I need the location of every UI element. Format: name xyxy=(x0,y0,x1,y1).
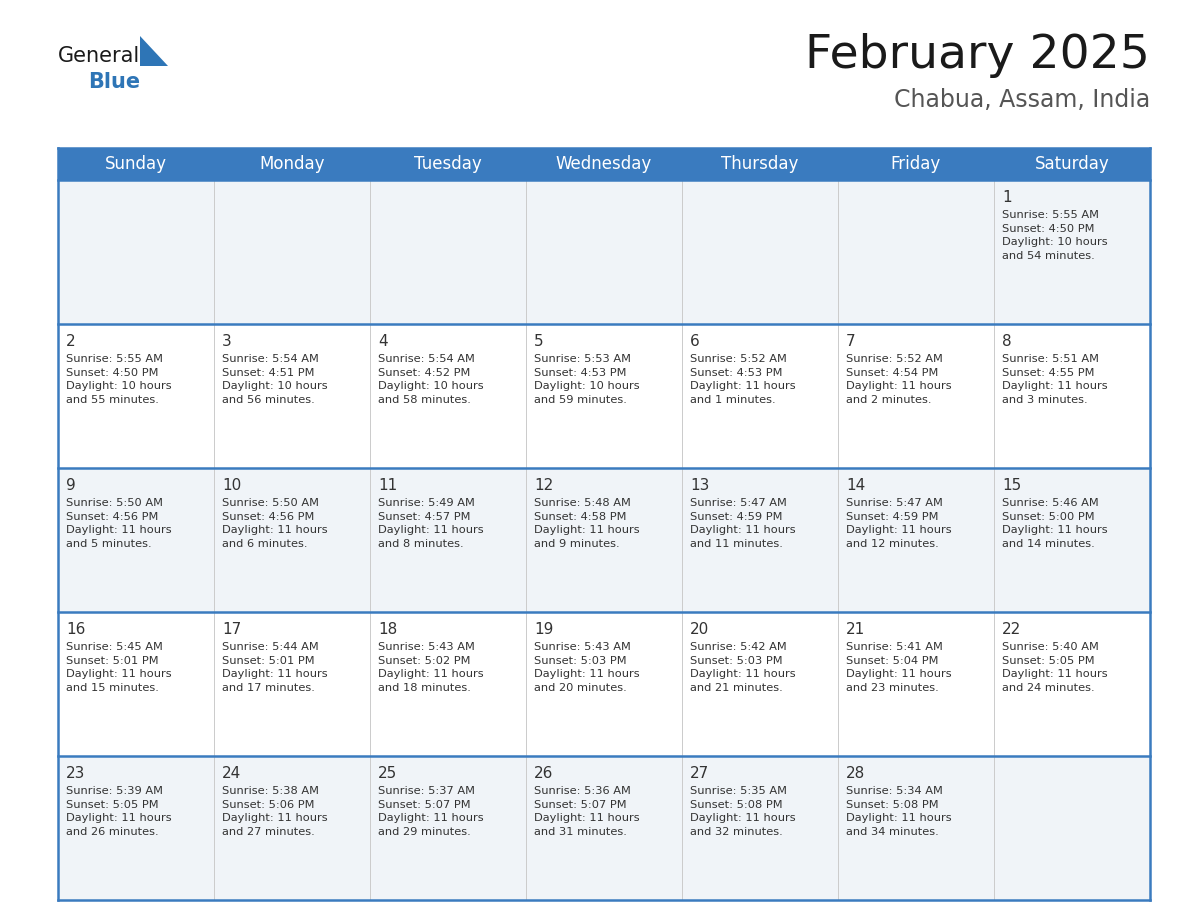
Bar xyxy=(58,324,1150,468)
Bar xyxy=(58,468,1150,612)
Text: 20: 20 xyxy=(690,622,709,637)
Text: 26: 26 xyxy=(533,766,554,781)
Text: 7: 7 xyxy=(846,334,855,349)
Text: Sunrise: 5:47 AM
Sunset: 4:59 PM
Daylight: 11 hours
and 11 minutes.: Sunrise: 5:47 AM Sunset: 4:59 PM Dayligh… xyxy=(690,498,796,549)
Text: 25: 25 xyxy=(378,766,397,781)
Text: Sunrise: 5:54 AM
Sunset: 4:52 PM
Daylight: 10 hours
and 58 minutes.: Sunrise: 5:54 AM Sunset: 4:52 PM Dayligh… xyxy=(378,354,484,405)
Text: 9: 9 xyxy=(67,478,76,493)
Text: Tuesday: Tuesday xyxy=(415,155,482,173)
Text: February 2025: February 2025 xyxy=(805,33,1150,78)
Text: Sunrise: 5:43 AM
Sunset: 5:02 PM
Daylight: 11 hours
and 18 minutes.: Sunrise: 5:43 AM Sunset: 5:02 PM Dayligh… xyxy=(378,642,484,693)
Polygon shape xyxy=(140,36,168,66)
Bar xyxy=(58,180,1150,324)
Text: Sunrise: 5:52 AM
Sunset: 4:53 PM
Daylight: 11 hours
and 1 minutes.: Sunrise: 5:52 AM Sunset: 4:53 PM Dayligh… xyxy=(690,354,796,405)
Text: Sunrise: 5:52 AM
Sunset: 4:54 PM
Daylight: 11 hours
and 2 minutes.: Sunrise: 5:52 AM Sunset: 4:54 PM Dayligh… xyxy=(846,354,952,405)
Text: 18: 18 xyxy=(378,622,397,637)
Text: Thursday: Thursday xyxy=(721,155,798,173)
Text: 11: 11 xyxy=(378,478,397,493)
Text: 16: 16 xyxy=(67,622,86,637)
Text: Blue: Blue xyxy=(88,72,140,92)
Text: Sunrise: 5:39 AM
Sunset: 5:05 PM
Daylight: 11 hours
and 26 minutes.: Sunrise: 5:39 AM Sunset: 5:05 PM Dayligh… xyxy=(67,786,171,837)
Text: Sunrise: 5:36 AM
Sunset: 5:07 PM
Daylight: 11 hours
and 31 minutes.: Sunrise: 5:36 AM Sunset: 5:07 PM Dayligh… xyxy=(533,786,639,837)
Text: Sunrise: 5:47 AM
Sunset: 4:59 PM
Daylight: 11 hours
and 12 minutes.: Sunrise: 5:47 AM Sunset: 4:59 PM Dayligh… xyxy=(846,498,952,549)
Text: 21: 21 xyxy=(846,622,865,637)
Text: Sunrise: 5:53 AM
Sunset: 4:53 PM
Daylight: 10 hours
and 59 minutes.: Sunrise: 5:53 AM Sunset: 4:53 PM Dayligh… xyxy=(533,354,639,405)
Text: Sunrise: 5:43 AM
Sunset: 5:03 PM
Daylight: 11 hours
and 20 minutes.: Sunrise: 5:43 AM Sunset: 5:03 PM Dayligh… xyxy=(533,642,639,693)
Bar xyxy=(58,148,1150,180)
Text: Sunrise: 5:45 AM
Sunset: 5:01 PM
Daylight: 11 hours
and 15 minutes.: Sunrise: 5:45 AM Sunset: 5:01 PM Dayligh… xyxy=(67,642,171,693)
Text: 1: 1 xyxy=(1001,190,1012,205)
Text: Sunrise: 5:34 AM
Sunset: 5:08 PM
Daylight: 11 hours
and 34 minutes.: Sunrise: 5:34 AM Sunset: 5:08 PM Dayligh… xyxy=(846,786,952,837)
Text: 10: 10 xyxy=(222,478,241,493)
Bar xyxy=(58,612,1150,756)
Text: Sunrise: 5:48 AM
Sunset: 4:58 PM
Daylight: 11 hours
and 9 minutes.: Sunrise: 5:48 AM Sunset: 4:58 PM Dayligh… xyxy=(533,498,639,549)
Text: Sunrise: 5:40 AM
Sunset: 5:05 PM
Daylight: 11 hours
and 24 minutes.: Sunrise: 5:40 AM Sunset: 5:05 PM Dayligh… xyxy=(1001,642,1107,693)
Text: Sunrise: 5:55 AM
Sunset: 4:50 PM
Daylight: 10 hours
and 55 minutes.: Sunrise: 5:55 AM Sunset: 4:50 PM Dayligh… xyxy=(67,354,171,405)
Text: Sunrise: 5:37 AM
Sunset: 5:07 PM
Daylight: 11 hours
and 29 minutes.: Sunrise: 5:37 AM Sunset: 5:07 PM Dayligh… xyxy=(378,786,484,837)
Text: 4: 4 xyxy=(378,334,387,349)
Text: Sunday: Sunday xyxy=(105,155,168,173)
Text: Saturday: Saturday xyxy=(1035,155,1110,173)
Text: Sunrise: 5:46 AM
Sunset: 5:00 PM
Daylight: 11 hours
and 14 minutes.: Sunrise: 5:46 AM Sunset: 5:00 PM Dayligh… xyxy=(1001,498,1107,549)
Text: Sunrise: 5:41 AM
Sunset: 5:04 PM
Daylight: 11 hours
and 23 minutes.: Sunrise: 5:41 AM Sunset: 5:04 PM Dayligh… xyxy=(846,642,952,693)
Text: Sunrise: 5:42 AM
Sunset: 5:03 PM
Daylight: 11 hours
and 21 minutes.: Sunrise: 5:42 AM Sunset: 5:03 PM Dayligh… xyxy=(690,642,796,693)
Text: Monday: Monday xyxy=(259,155,324,173)
Text: Sunrise: 5:50 AM
Sunset: 4:56 PM
Daylight: 11 hours
and 5 minutes.: Sunrise: 5:50 AM Sunset: 4:56 PM Dayligh… xyxy=(67,498,171,549)
Text: 27: 27 xyxy=(690,766,709,781)
Text: Sunrise: 5:38 AM
Sunset: 5:06 PM
Daylight: 11 hours
and 27 minutes.: Sunrise: 5:38 AM Sunset: 5:06 PM Dayligh… xyxy=(222,786,328,837)
Text: 12: 12 xyxy=(533,478,554,493)
Text: Sunrise: 5:54 AM
Sunset: 4:51 PM
Daylight: 10 hours
and 56 minutes.: Sunrise: 5:54 AM Sunset: 4:51 PM Dayligh… xyxy=(222,354,328,405)
Text: General: General xyxy=(58,46,140,66)
Text: 15: 15 xyxy=(1001,478,1022,493)
Text: 24: 24 xyxy=(222,766,241,781)
Text: 14: 14 xyxy=(846,478,865,493)
Text: Sunrise: 5:51 AM
Sunset: 4:55 PM
Daylight: 11 hours
and 3 minutes.: Sunrise: 5:51 AM Sunset: 4:55 PM Dayligh… xyxy=(1001,354,1107,405)
Text: Sunrise: 5:55 AM
Sunset: 4:50 PM
Daylight: 10 hours
and 54 minutes.: Sunrise: 5:55 AM Sunset: 4:50 PM Dayligh… xyxy=(1001,210,1107,261)
Text: 6: 6 xyxy=(690,334,700,349)
Bar xyxy=(58,756,1150,900)
Text: Sunrise: 5:49 AM
Sunset: 4:57 PM
Daylight: 11 hours
and 8 minutes.: Sunrise: 5:49 AM Sunset: 4:57 PM Dayligh… xyxy=(378,498,484,549)
Text: 5: 5 xyxy=(533,334,544,349)
Text: 13: 13 xyxy=(690,478,709,493)
Text: 17: 17 xyxy=(222,622,241,637)
Text: 28: 28 xyxy=(846,766,865,781)
Text: 2: 2 xyxy=(67,334,76,349)
Text: 19: 19 xyxy=(533,622,554,637)
Text: 8: 8 xyxy=(1001,334,1012,349)
Text: Chabua, Assam, India: Chabua, Assam, India xyxy=(893,88,1150,112)
Text: Sunrise: 5:44 AM
Sunset: 5:01 PM
Daylight: 11 hours
and 17 minutes.: Sunrise: 5:44 AM Sunset: 5:01 PM Dayligh… xyxy=(222,642,328,693)
Text: Sunrise: 5:35 AM
Sunset: 5:08 PM
Daylight: 11 hours
and 32 minutes.: Sunrise: 5:35 AM Sunset: 5:08 PM Dayligh… xyxy=(690,786,796,837)
Text: 23: 23 xyxy=(67,766,86,781)
Text: 3: 3 xyxy=(222,334,232,349)
Text: Sunrise: 5:50 AM
Sunset: 4:56 PM
Daylight: 11 hours
and 6 minutes.: Sunrise: 5:50 AM Sunset: 4:56 PM Dayligh… xyxy=(222,498,328,549)
Text: 22: 22 xyxy=(1001,622,1022,637)
Text: Friday: Friday xyxy=(891,155,941,173)
Text: Wednesday: Wednesday xyxy=(556,155,652,173)
